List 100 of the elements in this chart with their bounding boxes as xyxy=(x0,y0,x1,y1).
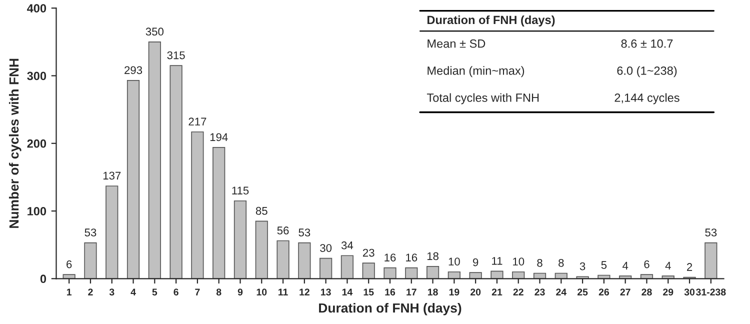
data-label: 23 xyxy=(362,248,374,257)
bar xyxy=(62,274,76,279)
y-tick-label: 300 xyxy=(27,72,46,80)
x-tick-label: 1 xyxy=(66,288,72,296)
bar xyxy=(126,80,140,279)
data-label: 194 xyxy=(210,133,228,142)
data-label: 10 xyxy=(513,258,524,266)
bar xyxy=(234,200,247,279)
bar xyxy=(84,242,97,279)
data-label: 2 xyxy=(686,263,692,271)
x-tick-label: 22 xyxy=(513,288,524,296)
data-label: 350 xyxy=(146,28,164,36)
x-tick-label: 20 xyxy=(470,288,481,296)
x-tick-label: 21 xyxy=(492,288,502,296)
data-label: 8 xyxy=(558,259,564,267)
x-tick-label: 25 xyxy=(577,288,588,296)
x-tick-label: 9 xyxy=(238,288,243,296)
x-tick-label: 23 xyxy=(534,288,545,296)
y-tick-label: 100 xyxy=(28,207,46,216)
data-label: 115 xyxy=(232,186,249,194)
data-label: 34 xyxy=(341,241,354,250)
x-tick-label: 26 xyxy=(598,288,609,296)
data-label: 315 xyxy=(167,51,185,60)
x-tick-label: 17 xyxy=(406,288,416,296)
x-tick-label: 7 xyxy=(195,288,200,296)
bar xyxy=(384,267,396,279)
data-label: 53 xyxy=(705,228,717,236)
data-label: 4 xyxy=(622,262,628,270)
data-label: 30 xyxy=(320,244,332,252)
x-tick-label: 14 xyxy=(342,288,353,296)
x-tick-label: 27 xyxy=(620,288,630,296)
y-tick-label: 0 xyxy=(40,274,46,284)
bar xyxy=(512,271,525,279)
x-tick-label: 18 xyxy=(428,288,438,296)
data-label: 85 xyxy=(256,206,268,215)
data-label: 293 xyxy=(124,66,142,74)
data-label: 53 xyxy=(84,228,96,236)
data-label: 16 xyxy=(384,254,396,262)
bar xyxy=(148,42,161,279)
x-tick-label: 24 xyxy=(556,288,567,296)
bar xyxy=(640,274,654,279)
data-label: 137 xyxy=(103,172,121,180)
x-tick-label: 4 xyxy=(130,288,136,296)
data-label: 8 xyxy=(537,259,542,267)
bar xyxy=(448,271,460,279)
x-tick-label: 11 xyxy=(278,288,288,296)
bar xyxy=(255,220,268,279)
bar xyxy=(405,267,418,279)
bar xyxy=(106,186,118,279)
bar xyxy=(170,65,182,279)
data-label: 53 xyxy=(298,228,310,236)
x-tick-label: 2 xyxy=(88,288,93,296)
data-label: 217 xyxy=(188,118,206,126)
x-tick-label: 19 xyxy=(449,288,460,296)
annotation: 2,144 cycles xyxy=(614,93,680,104)
bar xyxy=(340,255,354,279)
bar xyxy=(490,270,504,279)
x-tick-label: 16 xyxy=(385,288,396,296)
bar xyxy=(212,147,226,279)
bar xyxy=(362,262,375,279)
annotation: Total cycles with FNH xyxy=(426,93,539,104)
x-tick-label: 6 xyxy=(174,288,178,296)
data-label: 3 xyxy=(580,262,586,270)
bar xyxy=(469,272,482,279)
data-label: 4 xyxy=(665,262,671,270)
y-axis-title: Number of cycles with FNH xyxy=(8,58,22,228)
bar xyxy=(704,242,718,279)
data-label: 16 xyxy=(406,254,418,262)
x-tick-label: 29 xyxy=(663,288,674,296)
annotation: 8.6 ± 10.7 xyxy=(621,39,673,48)
data-label: 5 xyxy=(601,261,607,269)
bar xyxy=(191,131,204,279)
x-tick-label: 30 xyxy=(684,288,695,296)
bar xyxy=(320,258,332,279)
annotation: 6.0 (1~238) xyxy=(617,66,677,78)
x-axis-title: Duration of FNH (days) xyxy=(319,302,462,316)
annotation: Median (min~max) xyxy=(428,66,524,78)
y-tick-label: 400 xyxy=(27,4,46,12)
data-label: 6 xyxy=(644,260,650,268)
y-tick-label: 200 xyxy=(27,139,46,148)
annotation: Mean ± SD xyxy=(428,39,486,48)
x-tick-label: 3 xyxy=(109,288,114,296)
data-label: 56 xyxy=(277,226,289,234)
x-tick-label: 12 xyxy=(300,288,310,296)
x-tick-label: 8 xyxy=(216,288,222,296)
x-tick-label: 13 xyxy=(321,288,331,296)
data-label: 11 xyxy=(492,257,502,265)
data-label: 6 xyxy=(66,260,72,268)
data-label: 10 xyxy=(448,258,460,266)
x-tick-label: 15 xyxy=(364,288,374,296)
x-tick-label: 5 xyxy=(152,288,158,296)
bar xyxy=(426,266,440,279)
bar xyxy=(298,242,311,279)
annotation: Duration of FNH (days) xyxy=(428,15,555,26)
x-tick-label: 31-238 xyxy=(696,288,726,296)
x-tick-label: 10 xyxy=(256,288,267,296)
bar xyxy=(276,240,290,279)
data-label: 9 xyxy=(473,258,478,266)
data-label: 18 xyxy=(427,252,438,260)
x-tick-label: 28 xyxy=(642,288,652,296)
